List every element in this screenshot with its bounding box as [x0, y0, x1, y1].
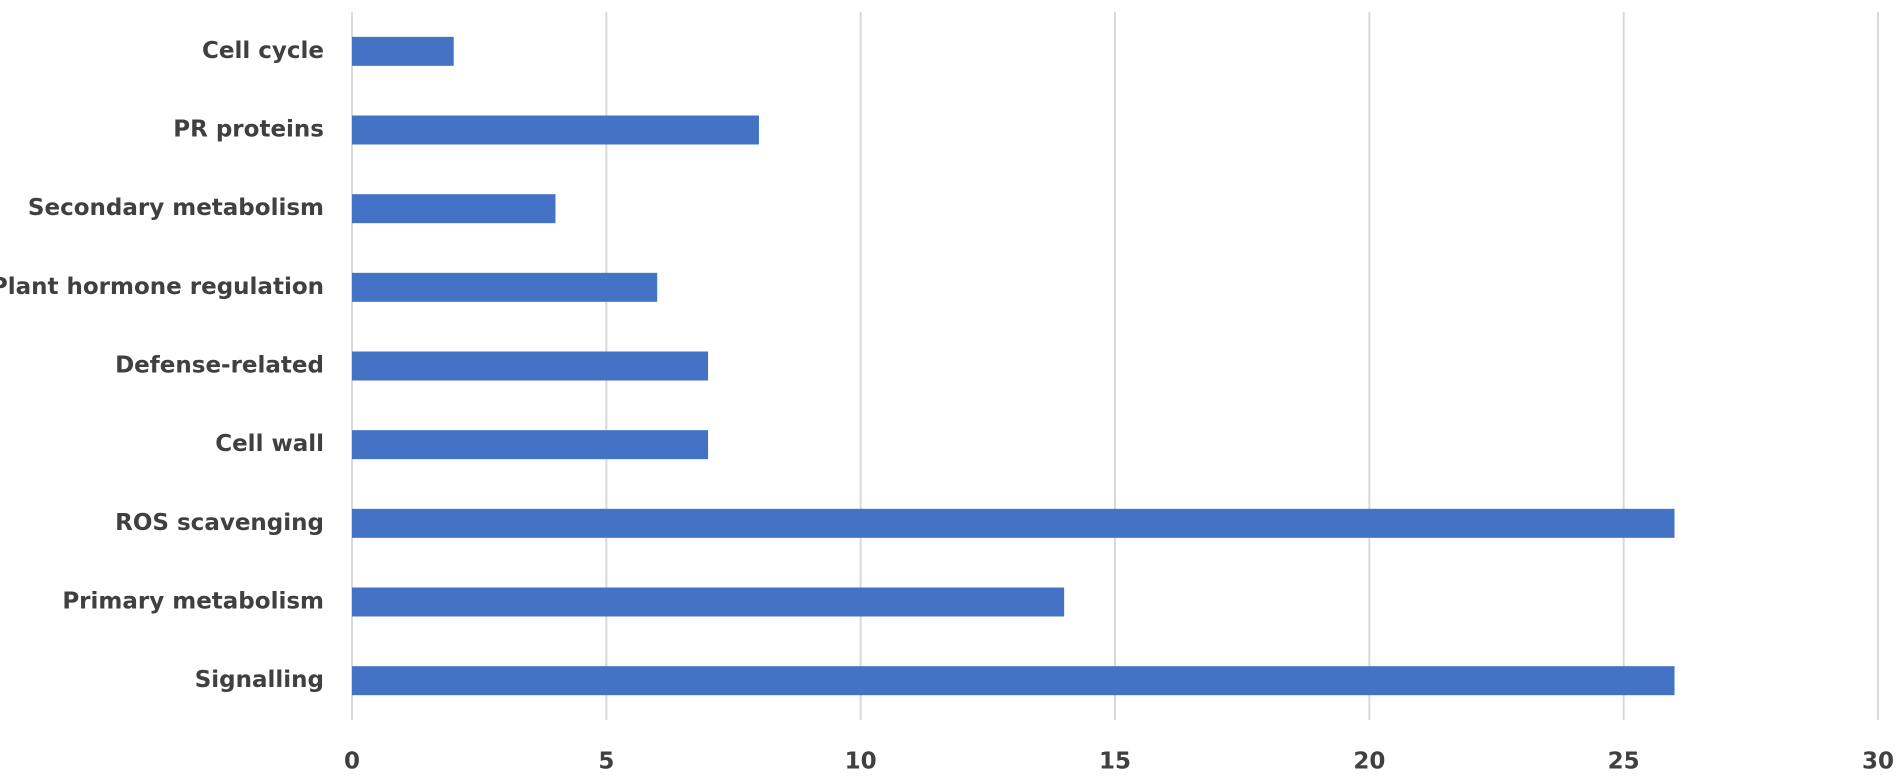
bar	[352, 587, 1065, 617]
y-tick-label: ROS scavenging	[115, 510, 324, 536]
x-tick-label: 20	[1353, 749, 1385, 775]
y-tick-label: Defense-related	[115, 353, 324, 379]
y-tick-label: Secondary metabolism	[28, 195, 324, 221]
x-tick-label: 0	[344, 749, 360, 775]
y-tick-label: Plant hormone regulation	[0, 274, 324, 300]
bar	[352, 194, 556, 224]
bar	[352, 115, 759, 145]
y-tick-label: Signalling	[195, 667, 324, 693]
x-tick-label: 5	[598, 749, 614, 775]
bar	[352, 272, 658, 302]
bar	[352, 351, 709, 381]
bar	[352, 430, 709, 460]
bar	[352, 666, 1675, 696]
x-tick-label: 30	[1862, 749, 1894, 775]
x-tick-label: 15	[1099, 749, 1131, 775]
x-tick-label: 25	[1608, 749, 1640, 775]
bar	[352, 36, 454, 66]
y-tick-label: Cell wall	[215, 431, 324, 457]
y-tick-label: Primary metabolism	[62, 589, 324, 615]
x-tick-label: 10	[845, 749, 877, 775]
y-tick-label: PR proteins	[173, 117, 324, 143]
y-tick-label: Cell cycle	[202, 38, 324, 64]
bar	[352, 508, 1675, 538]
